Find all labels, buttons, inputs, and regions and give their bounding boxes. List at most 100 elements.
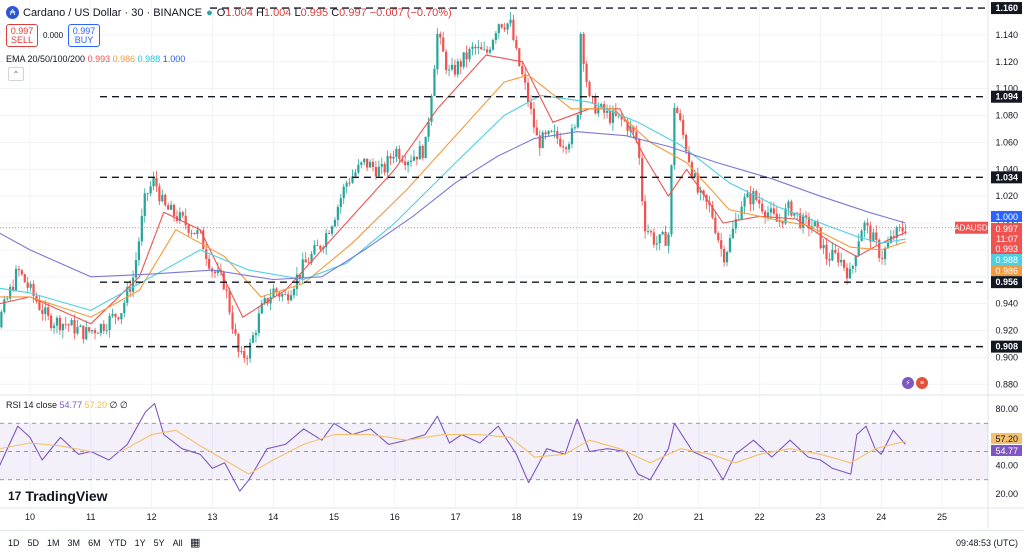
- candle-body: [854, 255, 857, 266]
- candle-body: [383, 164, 386, 173]
- lightning-icon[interactable]: ⚡: [902, 377, 914, 389]
- candle-body: [108, 315, 111, 331]
- price-label-bg: [991, 265, 1022, 276]
- candle-body: [196, 230, 199, 235]
- candle-body: [644, 201, 647, 232]
- price-tick-label: 1.140: [995, 30, 1018, 40]
- candle-body: [90, 330, 94, 332]
- candle-body: [848, 268, 852, 279]
- candle-body: [181, 212, 184, 216]
- sell-button[interactable]: 0.997 SELL: [6, 24, 38, 47]
- time-tick-label: 23: [815, 512, 825, 522]
- candle-body: [652, 232, 655, 245]
- candle-body: [518, 48, 521, 66]
- time-tick-label: 25: [937, 512, 947, 522]
- us-flag-icon[interactable]: ≡: [916, 377, 928, 389]
- buy-button[interactable]: 0.997 BUY: [68, 24, 101, 47]
- time-tick-label: 22: [755, 512, 765, 522]
- level-label: 0.908: [995, 342, 1018, 352]
- candle-body: [281, 294, 284, 297]
- candle-body: [623, 119, 626, 121]
- candle-body: [395, 148, 398, 157]
- price-tick-label: 0.920: [995, 326, 1018, 336]
- candle-body: [793, 212, 796, 216]
- candle-body: [699, 190, 702, 193]
- chart-canvas[interactable]: 0.8800.9000.9200.9400.9600.9801.0001.020…: [0, 0, 1024, 530]
- tradingview-logo[interactable]: 17 TradingView: [8, 488, 108, 504]
- price-label: 11:07: [996, 234, 1018, 244]
- collapse-legend-button[interactable]: ⌃: [8, 67, 24, 81]
- candle-body: [424, 136, 427, 159]
- candle-body: [26, 282, 29, 288]
- candle-body: [442, 37, 445, 52]
- price-tick-label: 1.040: [995, 164, 1018, 174]
- candle-body: [690, 162, 694, 178]
- candle-body: [52, 325, 56, 329]
- candle-body: [319, 245, 322, 250]
- candle-body: [392, 156, 395, 159]
- candle-body: [368, 161, 372, 168]
- candle-body: [88, 327, 91, 332]
- candle-body: [228, 290, 231, 313]
- candle-body: [474, 46, 477, 49]
- candle-body: [503, 27, 506, 30]
- candle-body: [205, 249, 208, 259]
- candle-body: [620, 115, 623, 120]
- timeframe-1y[interactable]: 1Y: [134, 538, 146, 548]
- timeframe-all[interactable]: All: [172, 538, 183, 548]
- candle-body: [547, 130, 550, 135]
- buy-price: 0.997: [72, 25, 96, 36]
- candle-body: [325, 233, 328, 248]
- ema-legend[interactable]: EMA 20/50/100/200 0.993 0.986 0.988 1.00…: [6, 54, 185, 64]
- candle-body: [541, 132, 544, 149]
- rsi-tick-label: 80.00: [995, 404, 1018, 414]
- candle-body: [491, 40, 495, 50]
- timeframe-5y[interactable]: 5Y: [153, 538, 165, 548]
- candle-body: [225, 289, 228, 291]
- timeframe-1m[interactable]: 1M: [47, 538, 60, 548]
- timeframe-6m[interactable]: 6M: [88, 538, 101, 548]
- candle-body: [588, 81, 591, 97]
- candle-body: [608, 110, 612, 123]
- candle-body: [869, 225, 872, 242]
- timeframe-3m[interactable]: 3M: [67, 538, 81, 548]
- cardano-logo-icon: ₳: [6, 6, 19, 19]
- candle-body: [781, 221, 784, 224]
- ema-line-2: [0, 74, 906, 318]
- rsi-extra: ∅ ∅: [109, 400, 128, 410]
- rsi-legend[interactable]: RSI 14 close 54.77 57.20 ∅ ∅: [6, 400, 128, 411]
- level-label: 0.956: [995, 277, 1018, 287]
- candle-body: [363, 158, 366, 163]
- candle-body: [465, 52, 468, 60]
- timeframe-5d[interactable]: 5D: [27, 538, 40, 548]
- candle-body: [886, 242, 890, 249]
- candle-body: [102, 324, 105, 331]
- candle-body: [178, 212, 181, 221]
- candle-body: [202, 230, 205, 250]
- candle-body: [172, 204, 176, 217]
- candle-body: [366, 158, 369, 168]
- candle-body: [834, 249, 837, 253]
- candle-body: [187, 224, 190, 233]
- ema200-value: 1.000: [162, 54, 186, 64]
- candle-body: [105, 330, 108, 331]
- clock-readout[interactable]: 09:48:53 (UTC): [955, 538, 1018, 548]
- candle-body: [763, 211, 767, 217]
- candle-body: [260, 303, 263, 314]
- candle-body: [664, 231, 667, 246]
- ema-line-3: [0, 94, 906, 311]
- candle-body: [720, 240, 723, 249]
- candle-body: [796, 212, 799, 214]
- candle-body: [158, 186, 161, 202]
- timeframe-ytd[interactable]: YTD: [108, 538, 127, 548]
- calendar-icon[interactable]: ▦: [190, 537, 201, 549]
- symbol-title[interactable]: Cardano / US Dollar · 30 · BINANCE: [23, 6, 203, 19]
- candle-body: [734, 219, 737, 229]
- candle-body: [6, 298, 9, 300]
- candle-body: [439, 33, 442, 38]
- candle-body: [559, 138, 562, 147]
- timeframe-1d[interactable]: 1D: [8, 538, 20, 548]
- candle-body: [845, 267, 849, 279]
- time-tick-label: 14: [268, 512, 278, 522]
